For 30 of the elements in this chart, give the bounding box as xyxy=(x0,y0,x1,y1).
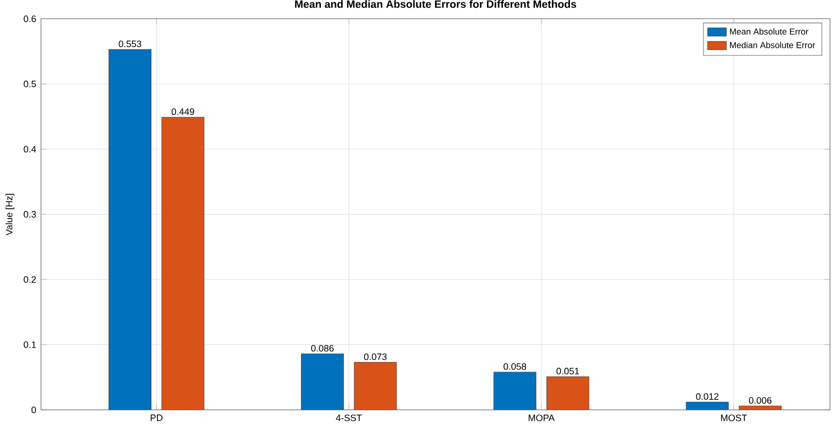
y-tick-label: 0.6 xyxy=(24,16,36,22)
bar xyxy=(301,354,344,410)
bar xyxy=(162,117,204,410)
y-tick-label: 0.2 xyxy=(24,276,36,283)
x-tick-label: MOPA xyxy=(528,414,555,422)
bar xyxy=(108,49,152,410)
bar xyxy=(546,376,590,410)
data-label: 0.006 xyxy=(748,397,772,404)
y-tick-label: 0.1 xyxy=(24,341,36,348)
bar xyxy=(354,362,397,410)
y-tick-label: 0.3 xyxy=(24,211,36,218)
y-tick-label: 0.4 xyxy=(24,146,36,152)
y-axis-title: Value [Hz] xyxy=(6,194,14,236)
data-label: 0.012 xyxy=(696,393,718,400)
legend-label: Median Absolute Error xyxy=(730,42,816,48)
data-label: 0.449 xyxy=(172,108,194,115)
legend-label: Mean Absolute Error xyxy=(730,28,808,35)
x-tick-label: PD xyxy=(150,414,162,422)
x-tick-label: 4-SST xyxy=(336,414,362,422)
chart-title: Mean and Median Absolute Errors for Different Methods xyxy=(295,0,576,8)
bar xyxy=(494,372,536,410)
y-tick-label: 0 xyxy=(31,406,36,414)
data-label: 0.058 xyxy=(504,363,526,370)
x-tick-label: MOST xyxy=(721,414,747,422)
data-label: 0.553 xyxy=(118,40,142,48)
data-label: 0.051 xyxy=(556,368,579,374)
bar xyxy=(738,406,782,410)
y-tick-label: 0.5 xyxy=(24,80,36,88)
data-label: 0.073 xyxy=(364,354,387,360)
data-label: 0.086 xyxy=(311,345,334,352)
